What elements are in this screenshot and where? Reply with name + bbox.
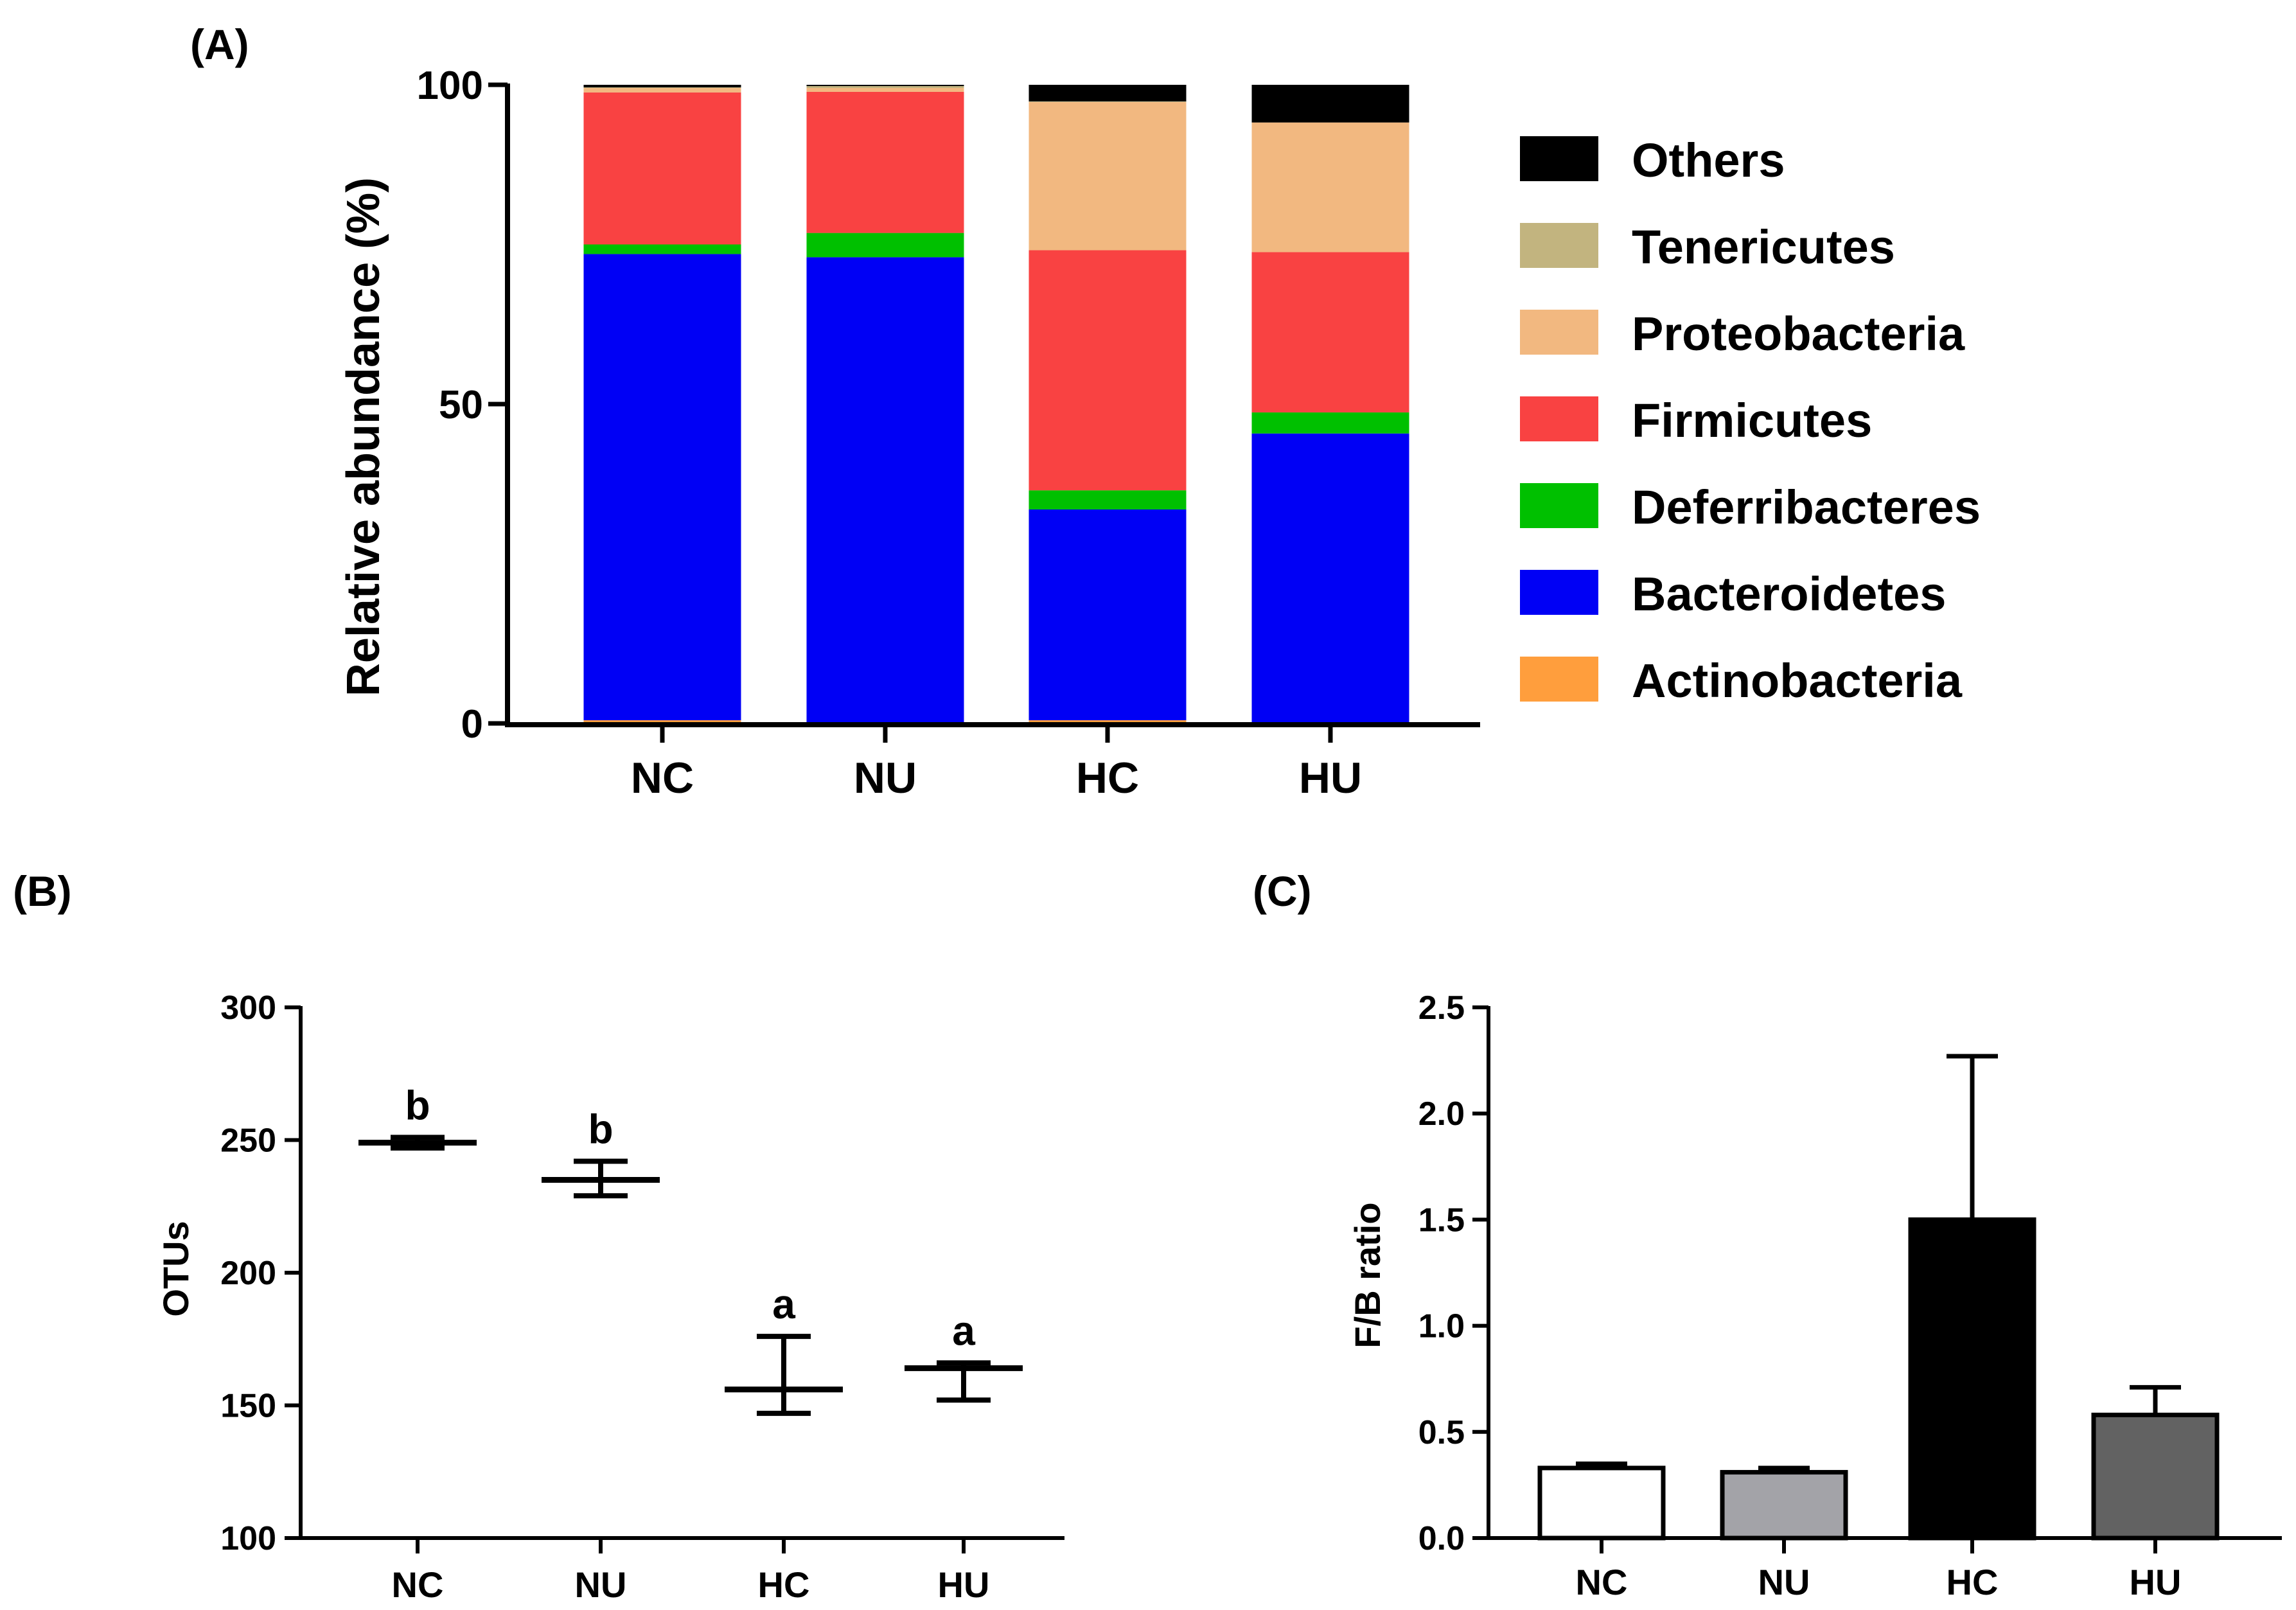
bar-segment-nu-deferribacteres — [806, 233, 964, 258]
legend-label-proteobacteria: Proteobacteria — [1632, 307, 1965, 360]
panel-a: (A) Relative abundance (%) 0 50 100 NC NU HC… — [190, 21, 1981, 802]
bar-segment-hu-others — [1251, 85, 1409, 123]
panel-c-y-axis-title: F/B ratio — [1347, 1202, 1388, 1348]
x-tick-label-hc: HC — [1947, 1562, 1999, 1602]
panel-a-y-axis-title: Relative abundance (%) — [338, 177, 389, 696]
bar-segment-nc-tenericutes — [583, 87, 741, 88]
panel-a-x-ticks: NC NU HC HU — [631, 725, 1362, 802]
x-tick-label-hc: HC — [758, 1564, 810, 1605]
x-tick-label-hc: HC — [1076, 754, 1139, 802]
legend-swatch-proteobacteria — [1520, 310, 1598, 355]
panel-c-bars — [1537, 1054, 2220, 1541]
x-tick-label-hu: HU — [1299, 754, 1362, 802]
bar-segment-hc-firmicutes — [1029, 250, 1187, 491]
legend-swatch-others — [1520, 136, 1598, 181]
panel-b-y-axis-title: OTUs — [155, 1221, 196, 1316]
panel-a-bars — [583, 85, 1409, 723]
bar-segment-nc-proteobacteria — [583, 87, 741, 93]
bar-segment-hu-firmicutes — [1251, 252, 1409, 412]
x-tick-label-hu: HU — [938, 1564, 990, 1605]
bar-segment-nu-others — [806, 85, 964, 86]
bar-segment-nu-proteobacteria — [806, 87, 964, 92]
legend-label-actinobacteria: Actinobacteria — [1632, 654, 1963, 707]
bar-segment-hc-proteobacteria — [1029, 102, 1187, 251]
bar-hu — [2091, 1412, 2220, 1541]
bar-segment-hc-bacteroidetes — [1029, 509, 1187, 721]
y-tick-label: 0.0 — [1418, 1520, 1465, 1557]
legend-label-others: Others — [1632, 134, 1785, 187]
significance-letter-nu: b — [588, 1106, 613, 1153]
panel-c-label: (C) — [1253, 867, 1312, 915]
bar-segment-nc-firmicutes — [583, 92, 741, 245]
y-tick-label: 100 — [417, 64, 483, 108]
panel-a-y-ticks: 0 50 100 — [417, 64, 508, 747]
y-tick-label: 1.5 — [1418, 1201, 1465, 1239]
significance-letter-hu: a — [952, 1307, 975, 1354]
bar-segment-hc-deferribacteres — [1029, 490, 1187, 510]
y-tick-label: 100 — [220, 1520, 276, 1557]
panel-c-y-ticks: 0.0 0.5 1.0 1.5 2.0 2.5 — [1418, 989, 1488, 1557]
x-tick-label-nu: NU — [854, 754, 917, 802]
panel-b-x-ticks: NC NU HC HU — [392, 1538, 990, 1605]
legend-label-tenericutes: Tenericutes — [1632, 220, 1895, 274]
bar-segment-nc-others — [583, 85, 741, 87]
x-tick-label-nu: NU — [1758, 1562, 1810, 1602]
bar-segment-hu-proteobacteria — [1251, 122, 1409, 252]
panel-b: (B) OTUs 100 150 200 250 300 NC NU HC HU b b a a — [13, 867, 1064, 1605]
bar-segment-nc-actinobacteria — [583, 720, 741, 723]
y-tick-label: 250 — [220, 1122, 276, 1160]
panel-b-label: (B) — [13, 867, 72, 915]
x-tick-label-nc: NC — [392, 1564, 444, 1605]
y-tick-label: 2.0 — [1418, 1095, 1465, 1133]
y-tick-label: 200 — [220, 1255, 276, 1292]
x-tick-label-hu: HU — [2130, 1562, 2182, 1602]
y-tick-label: 150 — [220, 1388, 276, 1425]
bar-segment-nc-deferribacteres — [583, 244, 741, 254]
panel-a-label: (A) — [190, 21, 249, 68]
bar-segment-hu-deferribacteres — [1251, 412, 1409, 434]
panel-b-y-ticks: 100 150 200 250 300 — [220, 989, 301, 1557]
panel-c: (C) F/B ratio 0.0 0.5 1.0 1.5 2.0 2.5 NC NU HC H… — [1253, 867, 2282, 1602]
legend-swatch-bacteroidetes — [1520, 570, 1598, 615]
bar-segment-nu-firmicutes — [806, 91, 964, 233]
legend-swatch-firmicutes — [1520, 396, 1598, 441]
panel-a-legend: Others Tenericutes Proteobacteria Firmicute… — [1520, 134, 1981, 707]
y-tick-label: 50 — [439, 383, 483, 427]
legend-label-bacteroidetes: Bacteroidetes — [1632, 567, 1946, 621]
panel-b-points: b b a a — [358, 1082, 1023, 1416]
significance-letter-nc: b — [405, 1082, 430, 1128]
y-tick-label: 0.5 — [1418, 1414, 1465, 1451]
bar-nc — [1537, 1465, 1666, 1541]
bar-segment-nc-bacteroidetes — [583, 254, 741, 721]
significance-letter-hc: a — [772, 1281, 795, 1327]
bar-hc — [1908, 1217, 2036, 1541]
panel-c-x-ticks: NC NU HC HU — [1576, 1538, 2182, 1602]
x-tick-label-nc: NC — [1576, 1562, 1628, 1602]
x-tick-label-nu: NU — [575, 1564, 627, 1605]
bar-segment-nu-tenericutes — [806, 85, 964, 88]
bar-segment-hc-others — [1029, 85, 1187, 102]
bar-segment-hu-bacteroidetes — [1251, 433, 1409, 723]
legend-label-deferribacteres: Deferribacteres — [1632, 481, 1981, 534]
bar-nu — [1720, 1470, 1848, 1541]
legend-label-firmicutes: Firmicutes — [1632, 394, 1872, 447]
x-tick-label-nc: NC — [631, 754, 694, 802]
bar-segment-hc-actinobacteria — [1029, 720, 1187, 723]
bar-segment-nu-bacteroidetes — [806, 257, 964, 723]
legend-swatch-tenericutes — [1520, 223, 1598, 268]
legend-swatch-actinobacteria — [1520, 657, 1598, 702]
y-tick-label: 1.0 — [1418, 1308, 1465, 1345]
y-tick-label: 300 — [220, 989, 276, 1027]
y-tick-label: 2.5 — [1418, 989, 1465, 1027]
y-tick-label: 0 — [461, 702, 483, 747]
legend-swatch-deferribacteres — [1520, 483, 1598, 528]
